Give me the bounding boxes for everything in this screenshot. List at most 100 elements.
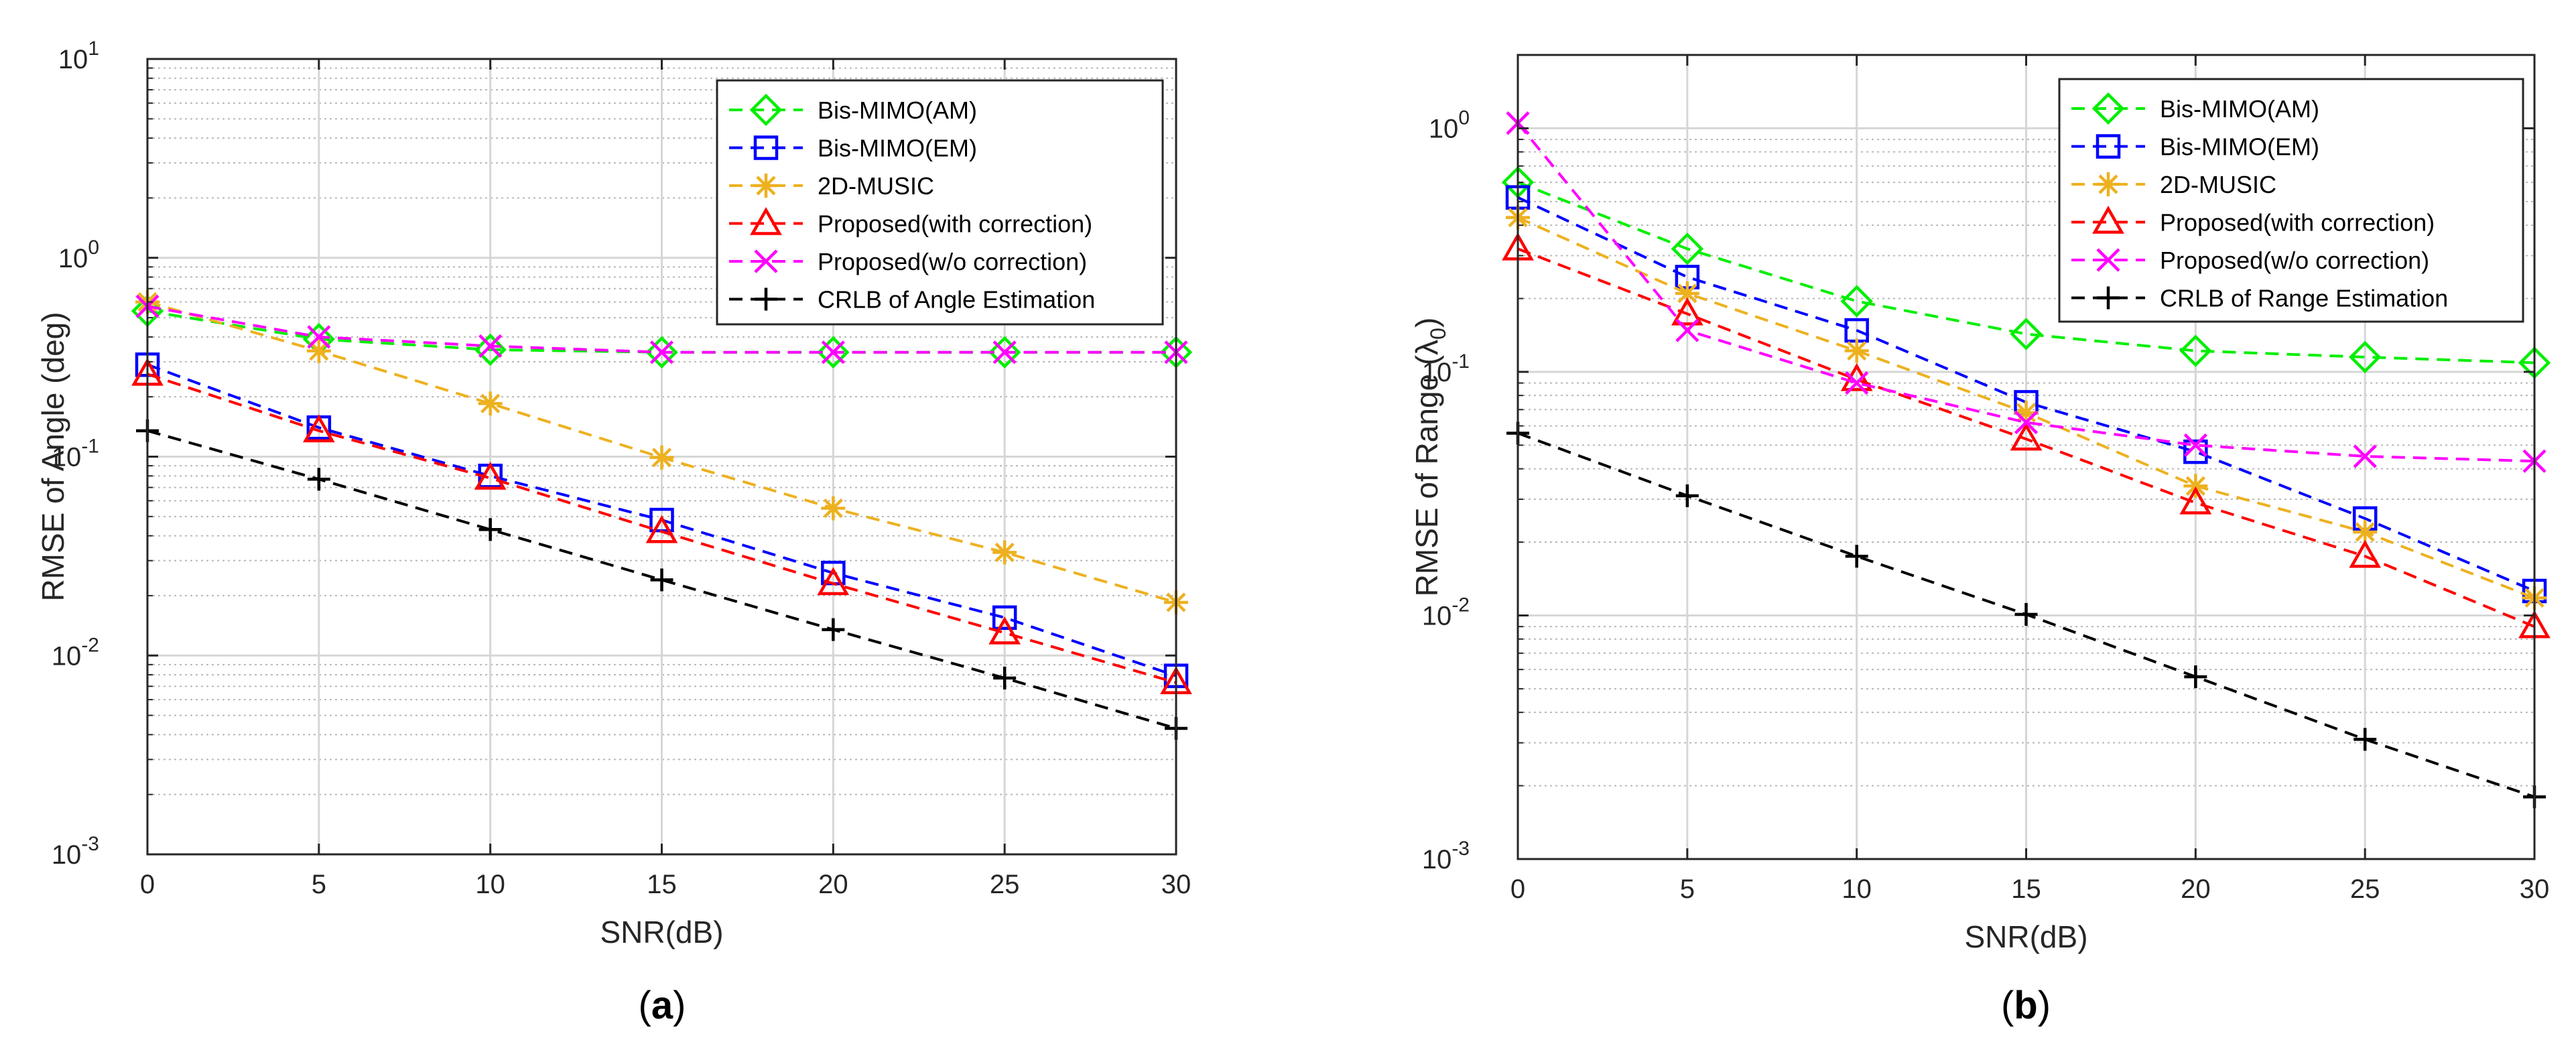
legend-entry: Proposed(w/o correction) xyxy=(729,248,1087,275)
series-line xyxy=(147,373,1177,684)
data-point xyxy=(649,340,674,365)
data-point xyxy=(821,496,846,521)
legend-marker xyxy=(2096,134,2121,159)
y-tick-label: 10-2 xyxy=(1422,594,1470,631)
y-tick-label: 10-2 xyxy=(52,634,99,671)
caption-open: ( xyxy=(2001,984,2014,1027)
legend-entry: Bis-MIMO(EM) xyxy=(729,135,977,162)
data-point xyxy=(1671,233,1704,265)
data-point xyxy=(2179,334,2212,367)
data-point xyxy=(645,515,678,543)
data-point xyxy=(992,540,1017,565)
y-tick-label: 10-1 xyxy=(1422,350,1470,387)
legend-entry: Proposed(with correction) xyxy=(2071,205,2435,237)
series-2 xyxy=(135,289,1188,614)
legend-box xyxy=(2058,78,2524,323)
legend-entry: CRLB of Range Estimation xyxy=(2071,285,2448,312)
caption-open: ( xyxy=(639,984,651,1027)
x-tick-label: 15 xyxy=(647,870,677,899)
chart-panel-a: 0 5 10 15 20 25 3010-310-210-1100101SNR(dB)RMS… xyxy=(36,38,1193,1027)
data-point xyxy=(2353,444,2377,468)
y-tick-label: 10-3 xyxy=(52,833,99,870)
data-point xyxy=(650,568,673,592)
legend-entry: 2D-MUSIC xyxy=(729,172,934,200)
legend-marker xyxy=(749,93,783,127)
data-point xyxy=(2354,728,2377,751)
data-point xyxy=(478,518,502,541)
legend-label: Bis-MIMO(AM) xyxy=(2160,95,2319,123)
x-tick-label: 10 xyxy=(1842,874,1872,904)
legend-marker xyxy=(2096,172,2120,196)
y-tick-exponent: 0 xyxy=(1458,107,1470,129)
legend-label: 2D-MUSIC xyxy=(2160,171,2276,198)
legend-marker xyxy=(2097,286,2120,310)
y-tick-base: 10 xyxy=(1422,358,1452,387)
data-point xyxy=(1844,338,1869,363)
legend-label: Bis-MIMO(AM) xyxy=(818,96,977,124)
y-tick-base: 10 xyxy=(1422,601,1452,631)
legend-entry: Proposed(with correction) xyxy=(729,206,1092,238)
y-tick-exponent: -1 xyxy=(81,436,99,458)
x-axis-label: SNR(dB) xyxy=(1964,919,2087,954)
figure-caption: (b) xyxy=(2001,984,2051,1027)
y-tick-label: 100 xyxy=(58,237,99,273)
legend: Bis-MIMO(AM) Bis-MIMO(EM) 2D-MUSIC Proposed… xyxy=(2058,78,2524,323)
data-point xyxy=(306,338,331,363)
legend-entry: Bis-MIMO(AM) xyxy=(2071,92,2319,125)
caption-letter: b xyxy=(2014,984,2037,1027)
legend-label: CRLB of Range Estimation xyxy=(2160,285,2448,312)
data-point xyxy=(478,334,503,358)
data-point xyxy=(2183,433,2207,457)
x-axis-label: SNR(dB) xyxy=(600,915,723,949)
x-tick-label: 25 xyxy=(990,870,1020,899)
y-tick-exponent: 1 xyxy=(88,38,99,60)
series-line xyxy=(1517,181,2535,365)
x-tick-label: 20 xyxy=(818,870,848,899)
y-tick-exponent: -3 xyxy=(81,833,99,855)
legend-label: Proposed(with correction) xyxy=(818,210,1092,238)
y-tick-label: 100 xyxy=(1429,107,1470,143)
data-point xyxy=(1675,484,1699,507)
legend-marker xyxy=(750,206,782,235)
legend-label: Proposed(w/o correction) xyxy=(818,248,1087,275)
legend-label: Bis-MIMO(EM) xyxy=(818,135,977,162)
lambda-symbol: λ xyxy=(1409,340,1444,355)
data-point xyxy=(2014,410,2039,435)
y-tick-exponent: -2 xyxy=(1452,594,1470,616)
data-point xyxy=(993,666,1017,690)
figure-caption: (a) xyxy=(639,984,686,1027)
data-point xyxy=(988,616,1021,645)
legend-label: Proposed(w/o correction) xyxy=(2160,247,2429,274)
data-point xyxy=(645,336,678,369)
y-tick-base: 10 xyxy=(52,641,82,671)
y-tick-label: 101 xyxy=(58,38,99,74)
data-point xyxy=(822,618,845,641)
data-point xyxy=(821,340,845,365)
legend-marker xyxy=(754,174,778,198)
data-point xyxy=(478,391,503,416)
data-point xyxy=(2183,474,2208,499)
data-point xyxy=(302,414,335,443)
legend-box xyxy=(716,79,1164,326)
caption-close: ) xyxy=(673,984,686,1027)
data-point xyxy=(1671,297,1703,326)
data-point xyxy=(2348,340,2382,374)
x-tick-label: 20 xyxy=(2181,874,2211,904)
legend-entry: CRLB of Angle Estimation xyxy=(729,286,1095,314)
y-tick-base: 10 xyxy=(52,443,82,472)
data-point xyxy=(307,468,330,491)
legend-entry: Bis-MIMO(EM) xyxy=(2071,133,2319,161)
y-axis-label-text: RMSE of Angle (deg) xyxy=(36,312,70,601)
legend-label: 2D-MUSIC xyxy=(818,172,934,200)
x-tick-label: 25 xyxy=(2350,874,2380,904)
legend-marker xyxy=(2091,92,2125,125)
x-tick-label: 30 xyxy=(1161,870,1192,899)
x-tick-label: 5 xyxy=(1680,874,1695,904)
series-4 xyxy=(135,294,1188,365)
y-axis-label-text: RMSE of Range ( xyxy=(1409,354,1444,596)
data-point xyxy=(2010,422,2043,451)
legend-label: Bis-MIMO(EM) xyxy=(2160,133,2319,161)
x-tick-label: 5 xyxy=(312,870,326,899)
x-axis-ticks: 0 5 10 15 20 25 30 xyxy=(140,59,1191,899)
